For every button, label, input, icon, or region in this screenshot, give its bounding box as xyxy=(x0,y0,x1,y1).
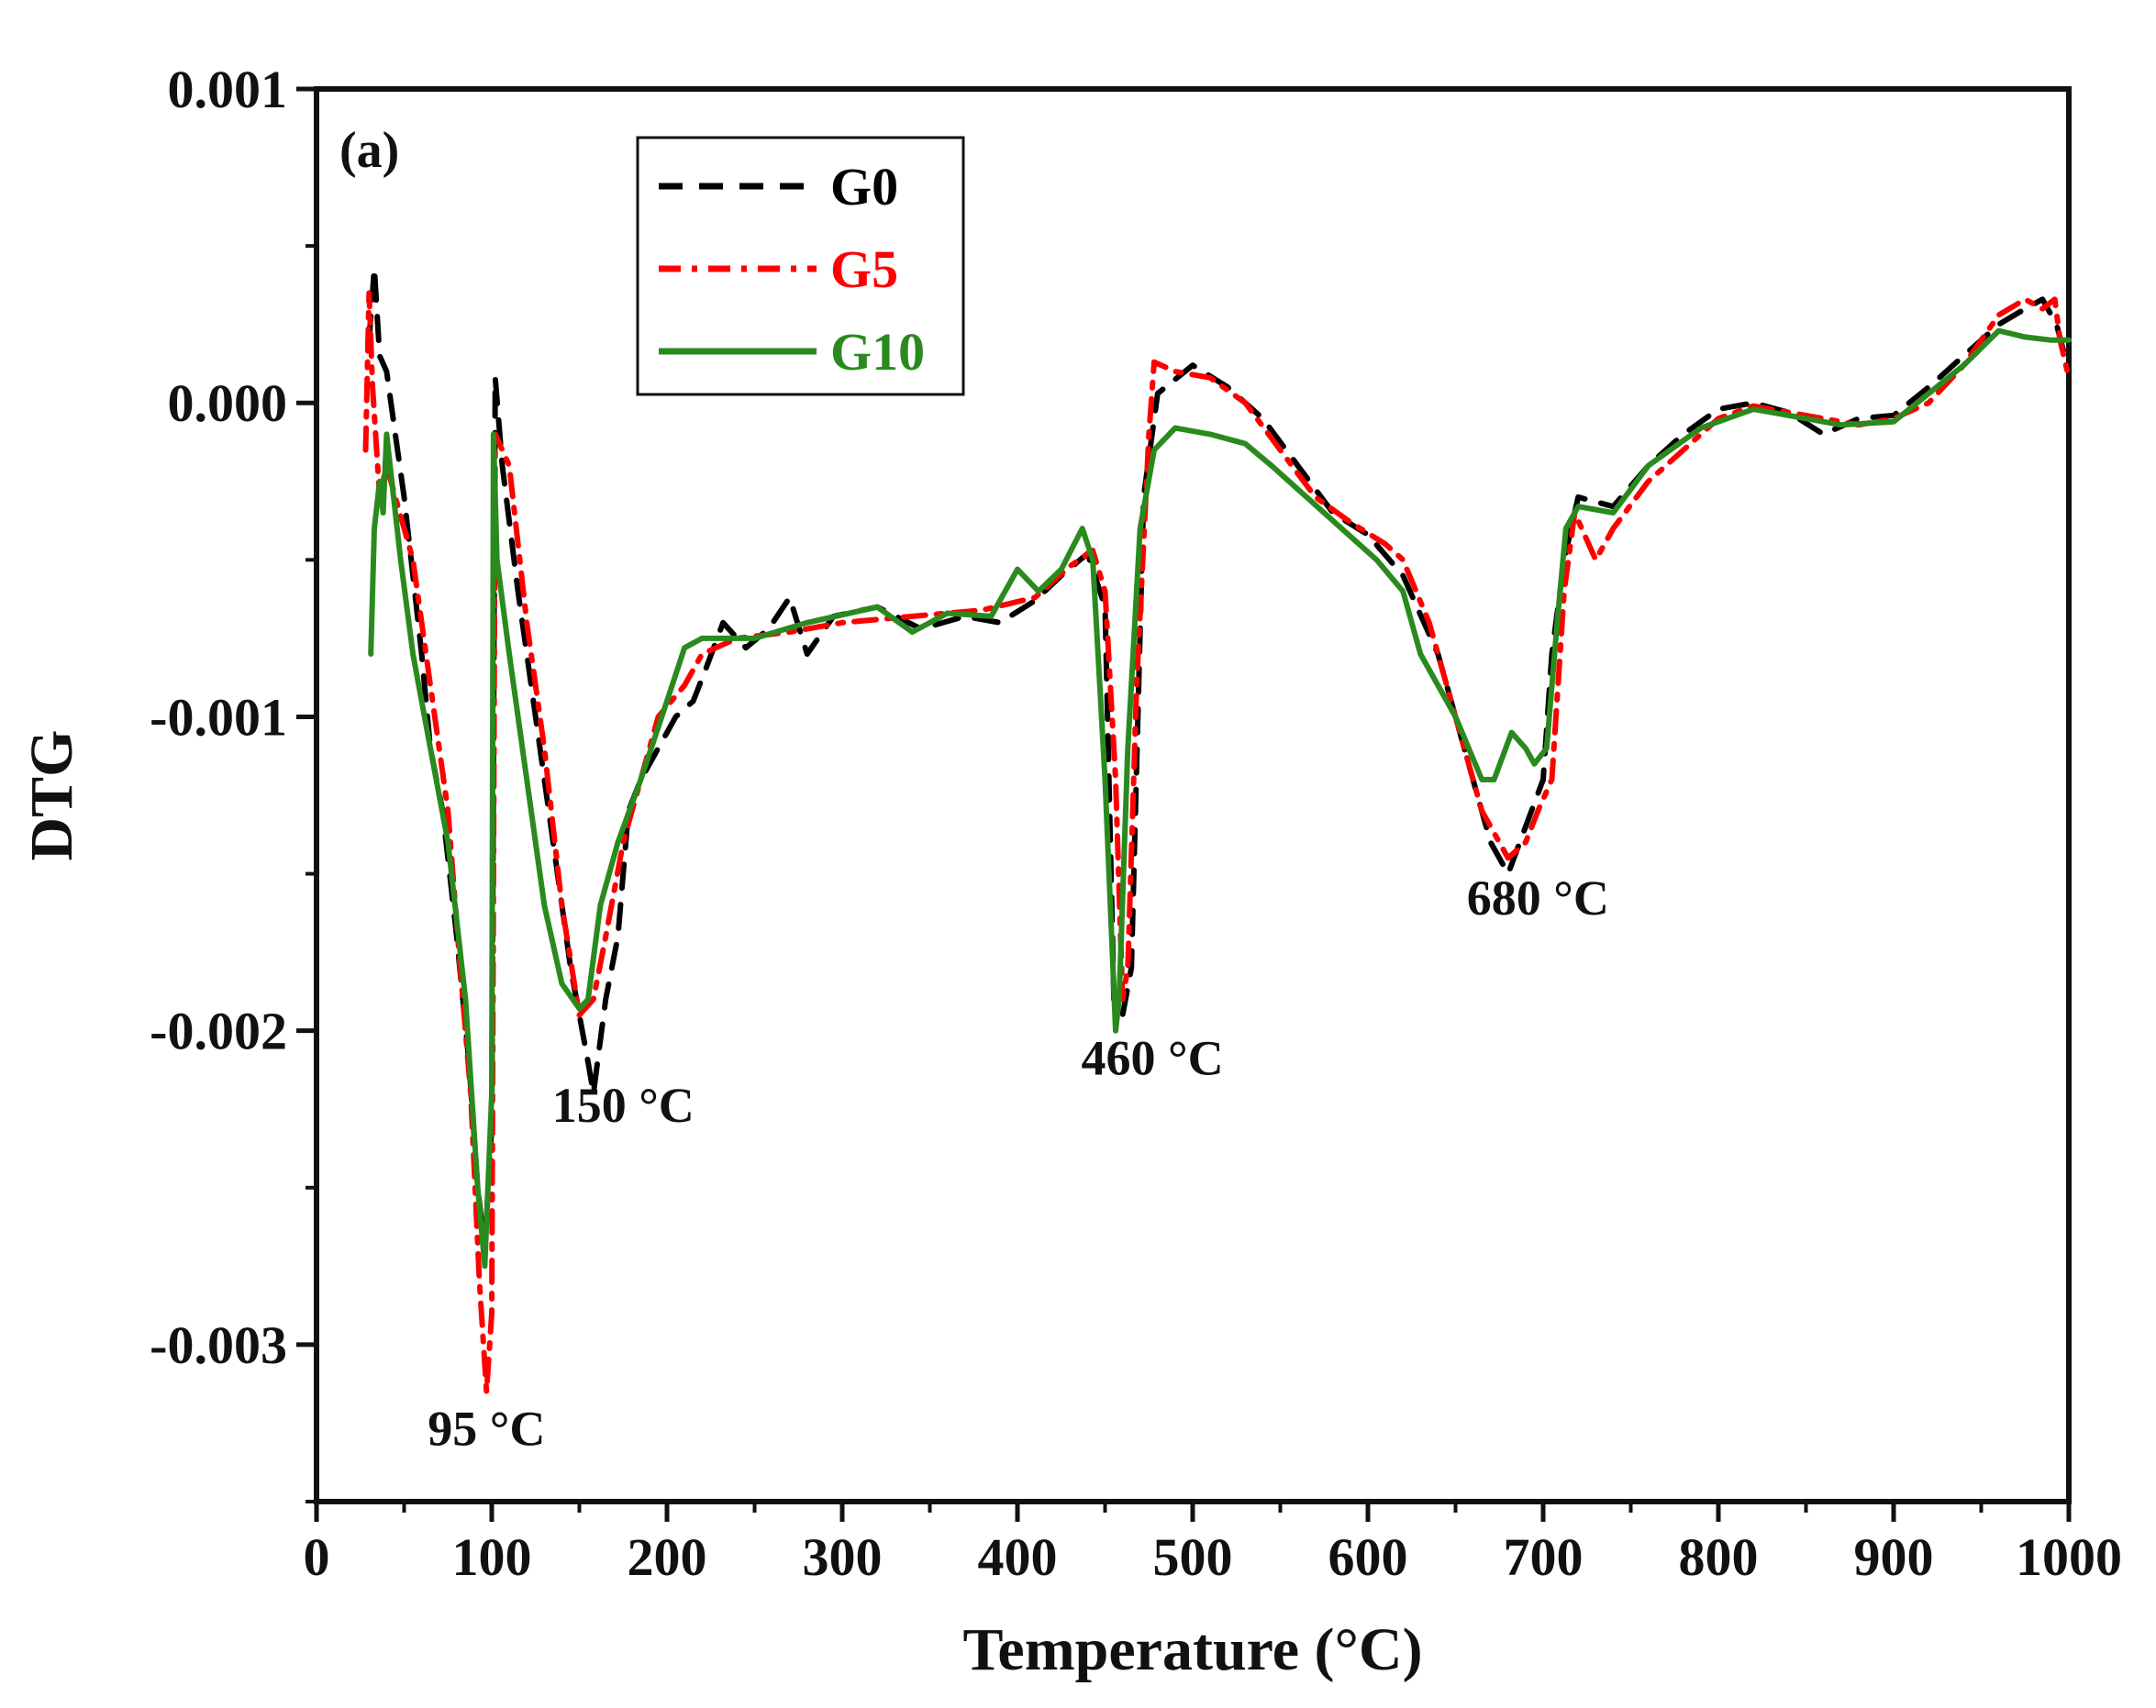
x-tick-label: 600 xyxy=(1328,1527,1408,1587)
x-tick-label: 900 xyxy=(1854,1527,1934,1587)
panel-label: (a) xyxy=(339,122,399,179)
legend-label-g0: G0 xyxy=(830,157,898,216)
series-layer xyxy=(362,265,2072,1395)
x-tick-label: 800 xyxy=(1679,1527,1759,1587)
series-line-g10 xyxy=(368,327,2072,1270)
legend-label-g10: G10 xyxy=(830,322,925,382)
y-axis: 0.001 0.000 -0.001 -0.002 -0.003 xyxy=(150,60,317,1503)
x-axis: 0 100 200 300 400 500 600 700 800 900 1000 xyxy=(304,1502,2122,1587)
x-tick-label: 1000 xyxy=(2016,1527,2122,1587)
plot-frame xyxy=(314,86,2072,1504)
x-tick-label: 100 xyxy=(452,1527,532,1587)
y-tick-label: -0.001 xyxy=(150,687,287,747)
x-tick-label: 400 xyxy=(978,1527,1058,1587)
legend: G0 G5 G10 xyxy=(636,136,965,396)
x-tick-label: 500 xyxy=(1153,1527,1233,1587)
peak-annotations: 95 °C 150 °C 460 °C 680 °C xyxy=(428,871,1609,1456)
peak-annotation: 150 °C xyxy=(552,1078,695,1133)
series-line-g5 xyxy=(362,290,2072,1395)
x-tick-label: 0 xyxy=(304,1527,330,1587)
x-tick-label: 700 xyxy=(1504,1527,1584,1587)
x-tick-label: 200 xyxy=(628,1527,707,1587)
x-tick-label: 300 xyxy=(803,1527,883,1587)
y-axis-title: DTG xyxy=(18,729,85,860)
legend-label-g5: G5 xyxy=(830,239,898,299)
peak-annotation: 95 °C xyxy=(428,1401,545,1456)
y-tick-label: -0.003 xyxy=(150,1315,287,1375)
y-tick-label: 0.001 xyxy=(168,60,288,119)
peak-annotation: 460 °C xyxy=(1082,1031,1224,1086)
y-tick-label: -0.002 xyxy=(150,1002,287,1061)
y-tick-label: 0.000 xyxy=(168,373,288,433)
x-axis-title: Temperature (°C) xyxy=(962,1616,1422,1683)
peak-annotation: 680 °C xyxy=(1467,871,1609,926)
